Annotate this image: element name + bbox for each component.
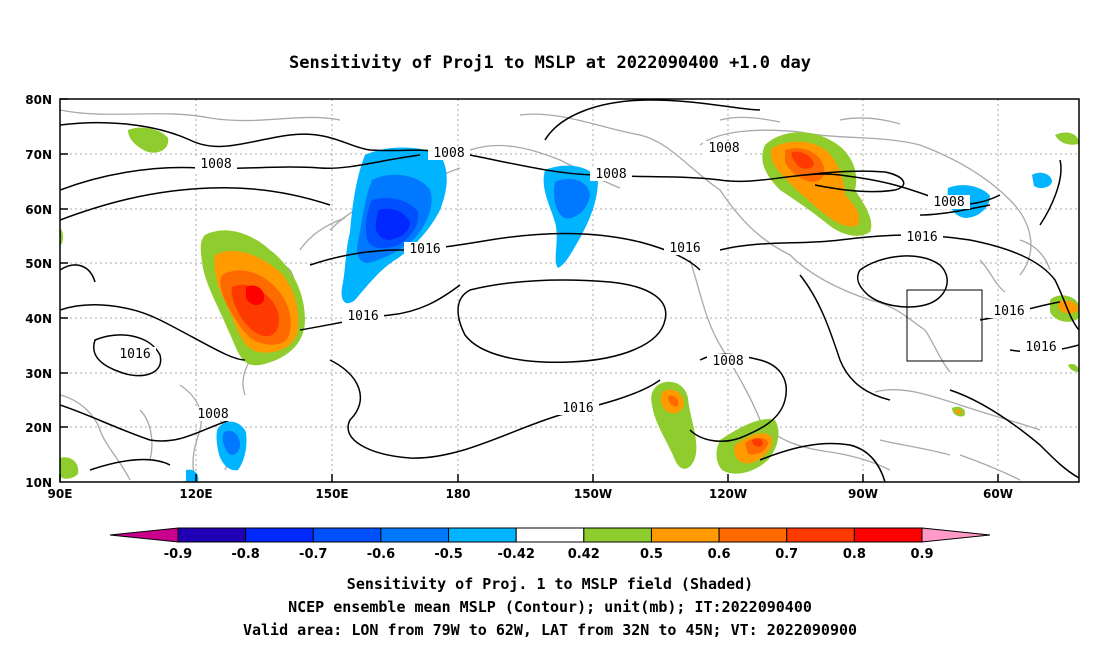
lon-label: 180: [445, 487, 470, 501]
colorbar-label: -0.5: [434, 547, 462, 562]
contour-label: 1016: [119, 347, 150, 362]
colorbar-label: 0.42: [568, 547, 600, 562]
lat-label: 80N: [25, 93, 52, 107]
colorbar-low-arrow: [109, 527, 179, 543]
lon-label: 120E: [179, 487, 212, 501]
map-frame: [59, 98, 1080, 483]
tick-marks: [59, 98, 999, 482]
colorbar-swatch: [786, 527, 855, 543]
positive-region-small-4: [60, 457, 79, 479]
contour-label: 1008: [708, 141, 739, 156]
contour-label: 1008: [933, 195, 964, 210]
contour-label: 1008: [712, 354, 743, 369]
colorbar-swatch: [245, 527, 314, 543]
mslp-contours: [60, 99, 1079, 482]
contour-label: 1016: [906, 230, 937, 245]
lat-label: 60N: [25, 203, 52, 217]
lat-label: 30N: [25, 367, 52, 381]
lat-label: 50N: [25, 257, 52, 271]
contour-label: 1008: [595, 167, 626, 182]
caption-line-2: NCEP ensemble mean MSLP (Contour); unit(…: [288, 598, 812, 616]
colorbar-label: -0.7: [299, 547, 327, 562]
chart-title: Sensitivity of Proj1 to MSLP at 20220904…: [289, 53, 811, 73]
colorbar-label: -0.42: [497, 547, 534, 562]
positive-region-small-2: [1055, 132, 1079, 145]
colorbar-swatch: [718, 527, 788, 543]
valid-area-box: [906, 289, 983, 362]
colorbar-swatch: [177, 527, 247, 543]
lon-label: 120W: [709, 487, 747, 501]
colorbar-swatches: [177, 527, 923, 543]
contour-label: 1016: [409, 242, 440, 257]
colorbar-swatch: [583, 527, 652, 543]
caption-line-1: Sensitivity of Proj. 1 to MSLP field (Sh…: [347, 575, 753, 593]
contour-label: 1016: [669, 241, 700, 256]
lon-label: 90E: [48, 487, 73, 501]
lon-label: 150E: [315, 487, 348, 501]
colorbar-label: -0.9: [164, 547, 192, 562]
colorbar-swatch: [312, 527, 382, 543]
colorbar-labels: -0.9 -0.8 -0.7 -0.6 -0.5 -0.42 0.42 0.5 0.6 0.7 0.…: [164, 547, 934, 562]
contour-label: 1016: [562, 401, 593, 416]
colorbar: -0.9 -0.8 -0.7 -0.6 -0.5 -0.42 0.42 0.5 0.6 0.7 0.…: [109, 527, 991, 562]
colorbar-label: 0.5: [640, 547, 663, 562]
lon-label: 90W: [848, 487, 878, 501]
caption-line-3: Valid area: LON from 79W to 62W, LAT fro…: [243, 621, 857, 639]
colorbar-label: 0.7: [775, 547, 798, 562]
sensitivity-shading: [60, 127, 1079, 482]
contour-label: 1008: [200, 157, 231, 172]
colorbar-label: 0.6: [708, 547, 731, 562]
colorbar-swatch: [380, 527, 450, 543]
colorbar-swatch: [448, 527, 517, 543]
lat-label: 70N: [25, 148, 52, 162]
colorbar-high-arrow: [921, 527, 991, 543]
contour-labels: 1008 1008 1008 1008 1016 1016 1016 1016 …: [114, 141, 1062, 422]
colorbar-label: -0.8: [231, 547, 259, 562]
contour-label: 1016: [1025, 340, 1056, 355]
lat-label: 20N: [25, 421, 52, 435]
lon-axis-labels: 90E 120E 150E 180 150W 120W 90W 60W: [48, 487, 1013, 501]
colorbar-swatch: [853, 527, 923, 543]
colorbar-swatch: [650, 527, 720, 543]
lat-axis-labels: 80N 70N 60N 50N 40N 30N 20N 10N: [25, 93, 52, 490]
colorbar-label: 0.9: [910, 547, 933, 562]
colorbar-swatch: [515, 527, 585, 543]
contour-label: 1016: [993, 304, 1024, 319]
contour-label: 1016: [347, 309, 378, 324]
colorbar-label: -0.6: [367, 547, 395, 562]
lat-label: 40N: [25, 312, 52, 326]
lon-label: 60W: [983, 487, 1013, 501]
map-panel: 1008 1008 1008 1008 1016 1016 1016 1016 …: [59, 98, 1080, 483]
lat-label: 10N: [25, 476, 52, 490]
contour-label: 1008: [197, 407, 228, 422]
colorbar-label: 0.8: [843, 547, 866, 562]
positive-region-small-1: [128, 127, 169, 153]
contour-label: 1008: [433, 146, 464, 161]
lon-label: 150W: [574, 487, 612, 501]
